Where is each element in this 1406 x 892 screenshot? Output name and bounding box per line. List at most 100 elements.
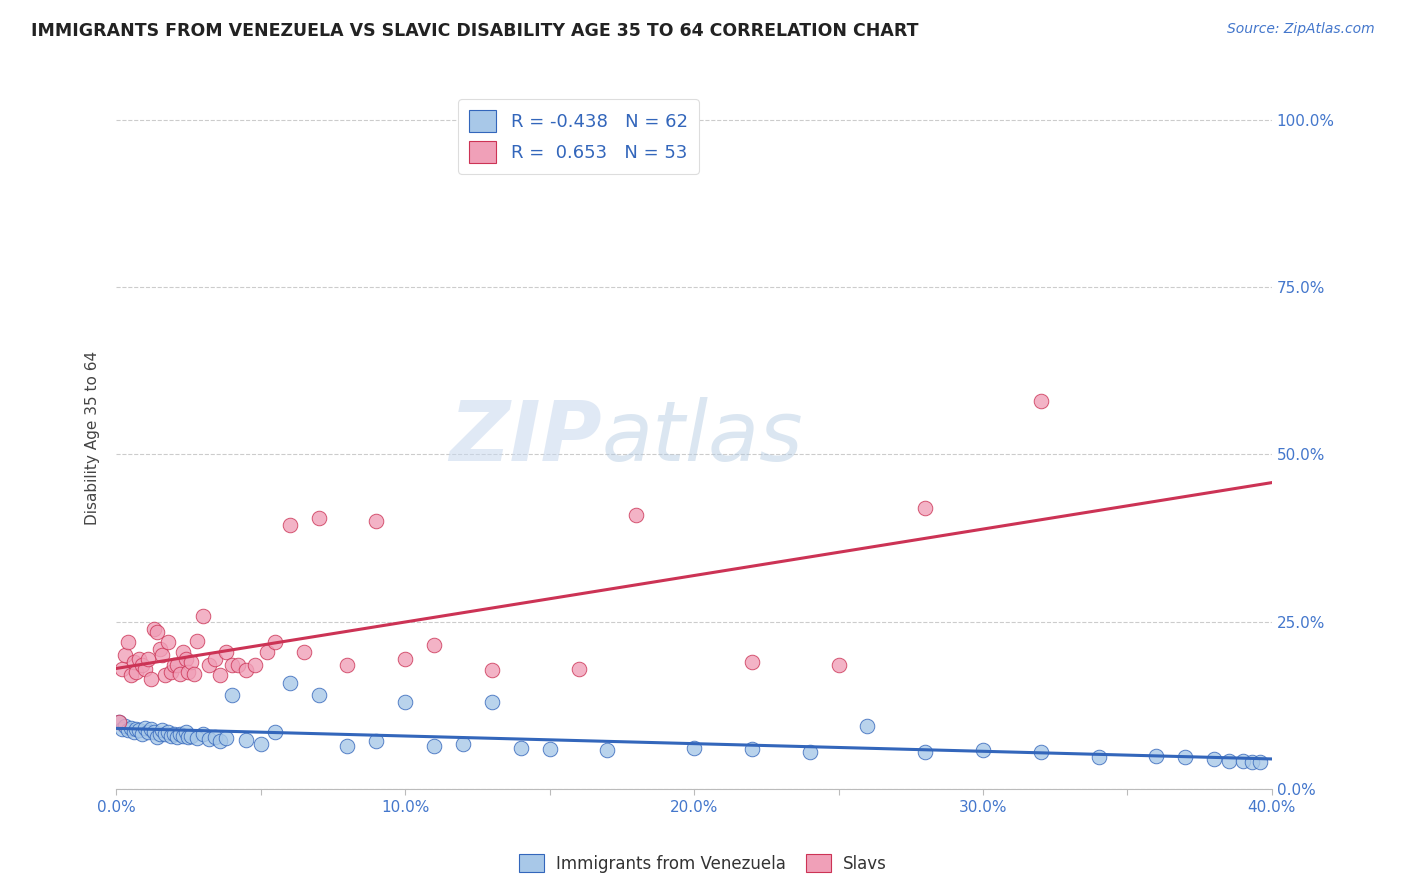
Point (174, 651, 197, 665)
Point (626, 508, 648, 522)
Y-axis label: Disability Age 35 to 64: Disability Age 35 to 64 (86, 351, 100, 524)
Point (145, 730, 167, 744)
Point (111, 662, 134, 676)
Point (172, 729, 194, 743)
Point (142, 725, 165, 739)
Point (191, 609, 214, 624)
Point (799, 745, 821, 759)
Point (157, 724, 180, 739)
Point (243, 658, 266, 673)
Point (972, 743, 994, 757)
Point (169, 726, 191, 740)
Point (278, 676, 301, 690)
Point (1174, 750, 1197, 764)
Point (174, 725, 197, 739)
Point (292, 645, 315, 659)
Point (163, 727, 186, 741)
Point (1232, 754, 1254, 768)
Point (177, 730, 200, 744)
Point (152, 723, 174, 738)
Point (394, 695, 416, 709)
Point (226, 658, 249, 673)
Text: ZIP: ZIP (449, 397, 602, 478)
Point (155, 668, 177, 682)
Point (1029, 745, 1052, 759)
Point (256, 645, 278, 659)
Point (166, 730, 188, 744)
Point (166, 658, 188, 673)
Point (423, 638, 446, 652)
Point (741, 742, 763, 756)
Point (204, 730, 226, 744)
Point (117, 723, 139, 738)
Point (163, 658, 186, 673)
Point (139, 672, 162, 686)
Point (1204, 752, 1226, 766)
Point (169, 667, 191, 681)
Text: atlas: atlas (602, 397, 803, 478)
Point (235, 663, 257, 677)
Point (827, 658, 849, 673)
Point (366, 515, 388, 529)
Point (1240, 756, 1263, 770)
Point (136, 724, 159, 739)
Point (856, 718, 879, 732)
Point (149, 727, 172, 741)
Point (191, 727, 214, 741)
Point (128, 723, 150, 738)
Point (160, 729, 183, 743)
Point (108, 715, 131, 730)
Point (157, 635, 180, 649)
Point (149, 641, 172, 656)
Point (1029, 393, 1052, 408)
Point (481, 695, 503, 709)
Point (131, 726, 153, 740)
Point (1087, 750, 1109, 764)
Point (481, 663, 503, 677)
Point (134, 662, 156, 676)
Point (114, 718, 136, 732)
Point (209, 668, 232, 682)
Point (249, 737, 271, 751)
Point (155, 726, 177, 740)
Point (278, 517, 301, 532)
Point (914, 501, 936, 516)
Point (128, 651, 150, 665)
Point (1249, 756, 1271, 770)
Point (117, 635, 139, 649)
Point (134, 721, 156, 735)
Point (215, 731, 238, 746)
Point (394, 651, 416, 665)
Point (125, 722, 148, 736)
Point (209, 734, 232, 748)
Point (215, 645, 238, 659)
Point (186, 633, 208, 648)
Point (596, 743, 619, 757)
Point (336, 658, 359, 673)
Point (308, 689, 330, 703)
Point (111, 722, 134, 736)
Point (264, 635, 287, 649)
Point (183, 667, 205, 681)
Legend: R = -0.438   N = 62, R =  0.653   N = 53: R = -0.438 N = 62, R = 0.653 N = 53 (458, 99, 699, 174)
Point (136, 651, 159, 665)
Point (139, 722, 162, 736)
Point (1144, 748, 1167, 763)
Point (567, 662, 589, 676)
Point (264, 725, 287, 739)
Point (683, 740, 706, 755)
Point (180, 729, 202, 743)
Point (122, 655, 145, 669)
Point (122, 725, 145, 739)
Point (914, 745, 936, 759)
Point (160, 665, 183, 679)
Point (172, 645, 194, 659)
Point (131, 658, 153, 673)
Point (204, 651, 226, 665)
Point (114, 648, 136, 663)
Point (366, 734, 388, 748)
Point (120, 668, 142, 682)
Point (538, 742, 561, 756)
Point (221, 689, 243, 703)
Point (197, 658, 219, 673)
